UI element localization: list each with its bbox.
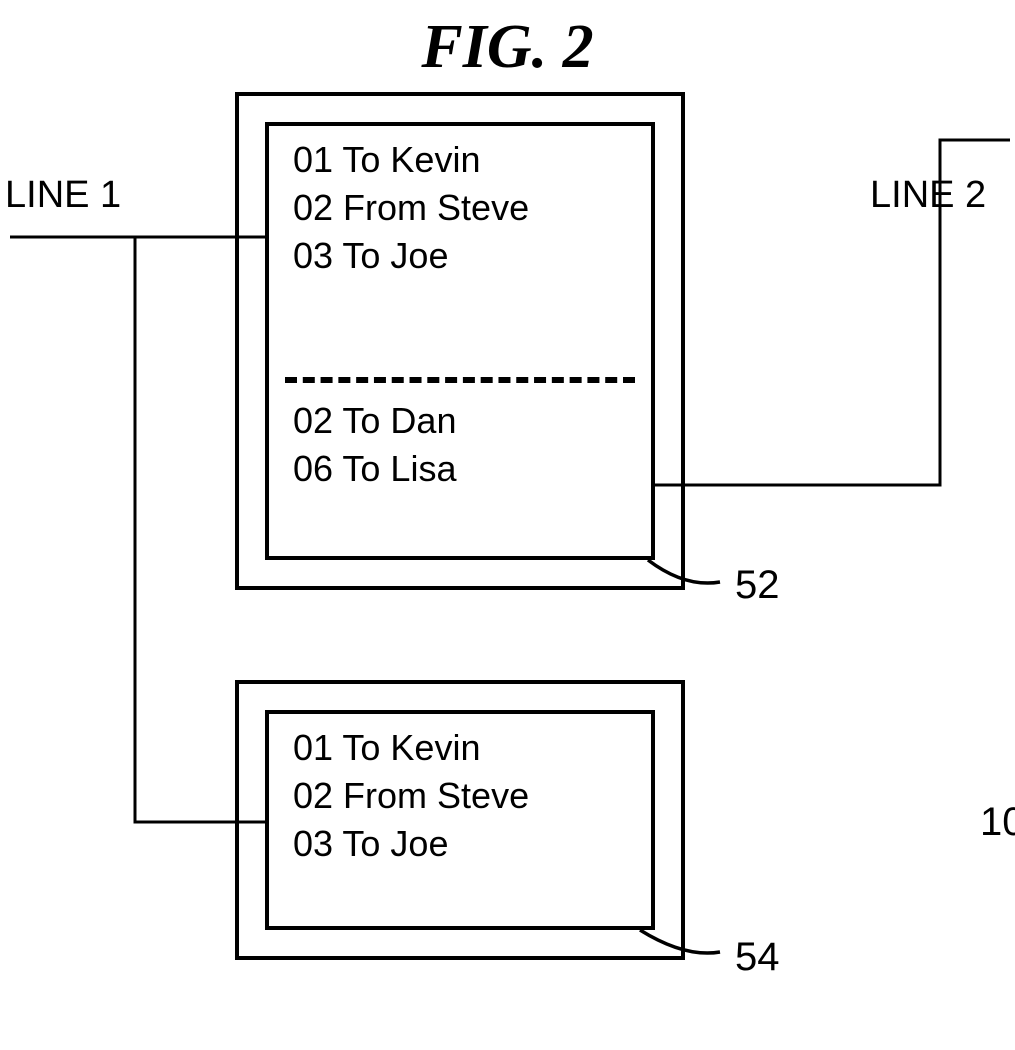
box52-upper-line: 01 To Kevin [293, 136, 651, 184]
box54-line: 03 To Joe [293, 820, 651, 868]
box54-line: 02 From Steve [293, 772, 651, 820]
box52-lower-line: 02 To Dan [293, 397, 651, 445]
box52-upper-line: 02 From Steve [293, 184, 651, 232]
line1-label: LINE 1 [5, 174, 121, 216]
box54-line: 01 To Kevin [293, 724, 651, 772]
ref-54-number: 54 [735, 935, 780, 979]
line2-connector [655, 140, 1010, 485]
line2-label: LINE 2 [870, 174, 986, 216]
box52-upper-line: 03 To Joe [293, 232, 651, 280]
ref-52-number: 52 [735, 563, 780, 607]
box-54-inner: 01 To Kevin 02 From Steve 03 To Joe [265, 710, 655, 930]
partial-ref-10: 10 [980, 800, 1015, 844]
figure-title: FIG. 2 [421, 12, 593, 83]
box52-lower-line: 06 To Lisa [293, 445, 651, 493]
box-52-inner: 01 To Kevin 02 From Steve 03 To Joe 02 T… [265, 122, 655, 560]
divider [285, 377, 635, 383]
